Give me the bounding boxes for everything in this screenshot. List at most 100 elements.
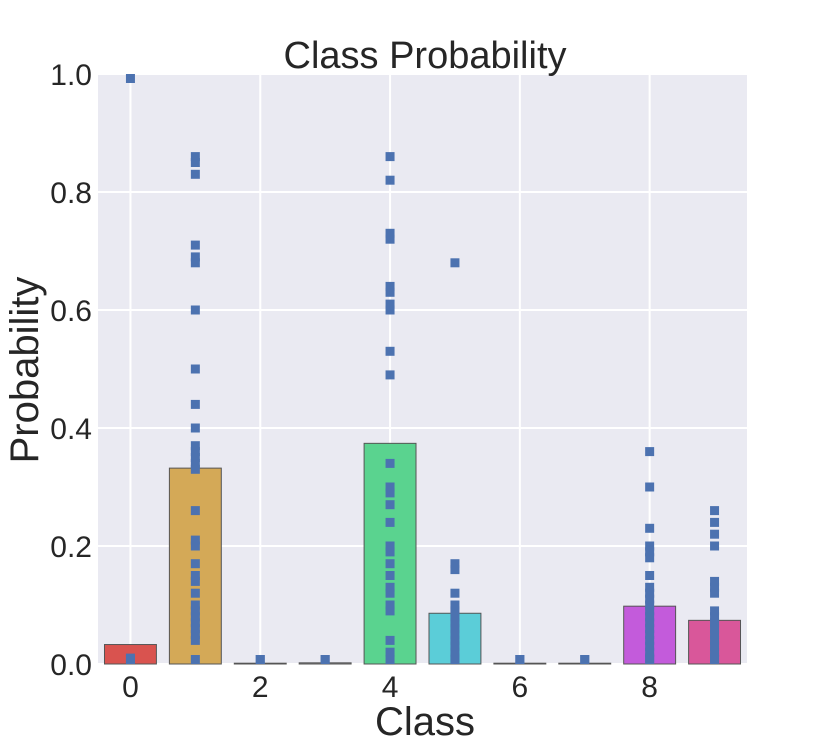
sample-point bbox=[190, 571, 200, 580]
sample-point bbox=[385, 287, 395, 297]
sample-point bbox=[125, 74, 135, 83]
sample-point bbox=[385, 458, 395, 468]
sample-point bbox=[710, 624, 720, 634]
sample-point bbox=[645, 588, 655, 598]
sample-point bbox=[190, 576, 200, 586]
x-tick-label: 4 bbox=[382, 671, 399, 704]
y-tick-label: 0.6 bbox=[50, 295, 92, 328]
grid-lines bbox=[98, 73, 747, 665]
sample-point bbox=[580, 655, 590, 664]
sample-point bbox=[450, 600, 460, 610]
sample-point bbox=[710, 529, 720, 539]
sample-point bbox=[255, 655, 265, 664]
sample-point bbox=[385, 299, 395, 309]
sample-point bbox=[710, 647, 720, 657]
sample-point bbox=[645, 618, 655, 628]
sample-point bbox=[385, 647, 395, 657]
sample-point bbox=[190, 364, 200, 374]
sample-point bbox=[710, 635, 720, 645]
sample-point bbox=[190, 258, 200, 268]
sample-point bbox=[190, 152, 200, 162]
sample-point bbox=[190, 441, 200, 451]
sample-point bbox=[385, 588, 395, 598]
sample-point bbox=[450, 630, 460, 639]
x-tick-label: 0 bbox=[122, 671, 139, 704]
sample-point bbox=[190, 305, 200, 315]
y-tick-label: 0.8 bbox=[50, 177, 92, 210]
sample-point bbox=[385, 228, 395, 238]
sample-point bbox=[385, 582, 395, 592]
sample-point bbox=[645, 523, 655, 533]
sample-point bbox=[385, 571, 395, 580]
sample-point bbox=[645, 447, 655, 457]
sample-point bbox=[450, 635, 460, 645]
sample-points bbox=[125, 74, 720, 664]
sample-point bbox=[190, 252, 200, 262]
sample-point bbox=[385, 488, 395, 498]
sample-point bbox=[710, 630, 720, 639]
sample-point bbox=[385, 600, 395, 610]
sample-point bbox=[710, 506, 720, 516]
sample-point bbox=[190, 169, 200, 179]
y-tick-label: 0.0 bbox=[50, 649, 92, 682]
sample-point bbox=[450, 588, 460, 598]
sample-point bbox=[190, 399, 200, 409]
sample-point bbox=[645, 571, 655, 580]
sample-point bbox=[385, 635, 395, 645]
sample-point bbox=[645, 582, 655, 592]
x-tick-label: 6 bbox=[512, 671, 529, 704]
sample-point bbox=[385, 482, 395, 492]
sample-point bbox=[450, 612, 460, 622]
sample-point bbox=[645, 624, 655, 634]
sample-point bbox=[645, 630, 655, 639]
sample-point bbox=[190, 541, 200, 551]
sample-point bbox=[190, 458, 200, 468]
sample-point bbox=[645, 600, 655, 610]
y-axis-label: Probability bbox=[3, 277, 47, 464]
sample-point bbox=[710, 517, 720, 527]
sample-point bbox=[190, 618, 200, 628]
sample-point bbox=[190, 423, 200, 433]
sample-point bbox=[710, 576, 720, 586]
sample-point bbox=[450, 606, 460, 616]
sample-point bbox=[710, 641, 720, 651]
sample-point bbox=[450, 647, 460, 657]
sample-point bbox=[190, 624, 200, 634]
sample-point bbox=[450, 624, 460, 634]
y-tick-label: 0.2 bbox=[50, 531, 92, 564]
sample-point bbox=[385, 500, 395, 510]
sample-point bbox=[385, 281, 395, 291]
sample-point bbox=[190, 600, 200, 610]
y-tick-label: 1.0 bbox=[50, 59, 92, 92]
sample-point bbox=[645, 641, 655, 651]
sample-point bbox=[190, 447, 200, 457]
sample-point bbox=[385, 152, 395, 162]
sample-point bbox=[385, 541, 395, 551]
sample-point bbox=[450, 618, 460, 628]
sample-point bbox=[190, 559, 200, 569]
sample-point bbox=[710, 582, 720, 592]
x-tick-label: 2 bbox=[252, 671, 269, 704]
sample-point bbox=[190, 612, 200, 622]
sample-point bbox=[190, 506, 200, 516]
sample-point bbox=[385, 234, 395, 244]
sample-point bbox=[385, 655, 395, 664]
sample-point bbox=[385, 370, 395, 380]
sample-point bbox=[515, 655, 525, 664]
sample-point bbox=[645, 594, 655, 604]
sample-point bbox=[385, 547, 395, 557]
sample-point bbox=[645, 612, 655, 622]
sample-point bbox=[190, 630, 200, 639]
sample-point bbox=[190, 158, 200, 167]
sample-point bbox=[190, 535, 200, 545]
sample-point bbox=[710, 606, 720, 616]
sample-point bbox=[190, 453, 200, 462]
sample-point bbox=[385, 305, 395, 315]
sample-point bbox=[450, 655, 460, 664]
sample-point bbox=[385, 559, 395, 569]
x-axis-ticks: 0 2 4 6 8 bbox=[122, 671, 658, 704]
sample-point bbox=[385, 606, 395, 616]
sample-point bbox=[190, 655, 200, 664]
sample-point bbox=[450, 258, 460, 268]
